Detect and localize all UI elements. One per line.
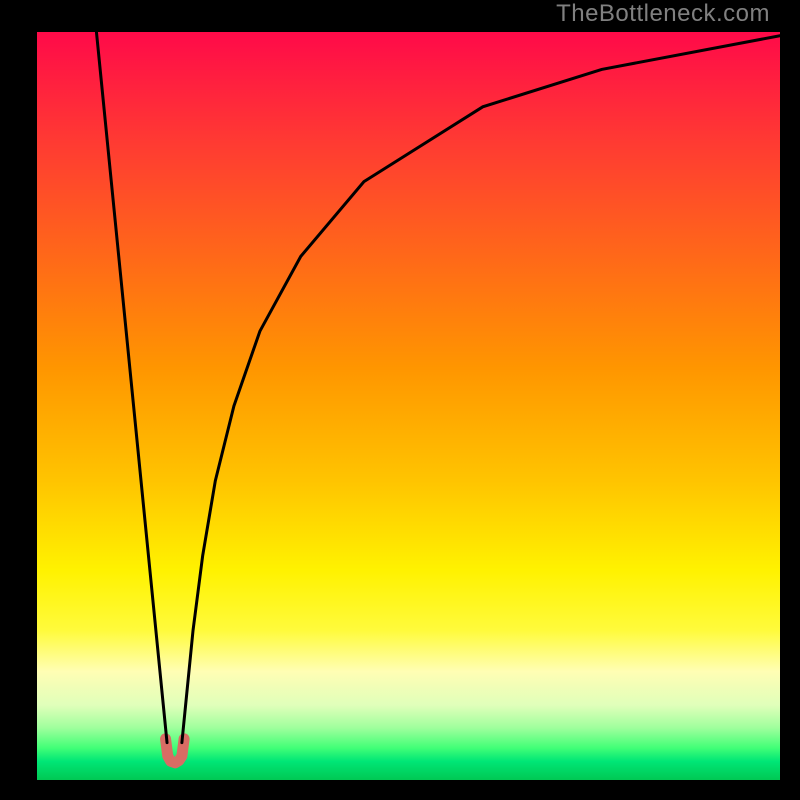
plot-area bbox=[37, 32, 780, 780]
gradient-background bbox=[37, 32, 780, 780]
chart-frame: TheBottleneck.com bbox=[0, 0, 800, 800]
watermark-text: TheBottleneck.com bbox=[556, 0, 770, 28]
bottleneck-chart-svg bbox=[37, 32, 780, 780]
